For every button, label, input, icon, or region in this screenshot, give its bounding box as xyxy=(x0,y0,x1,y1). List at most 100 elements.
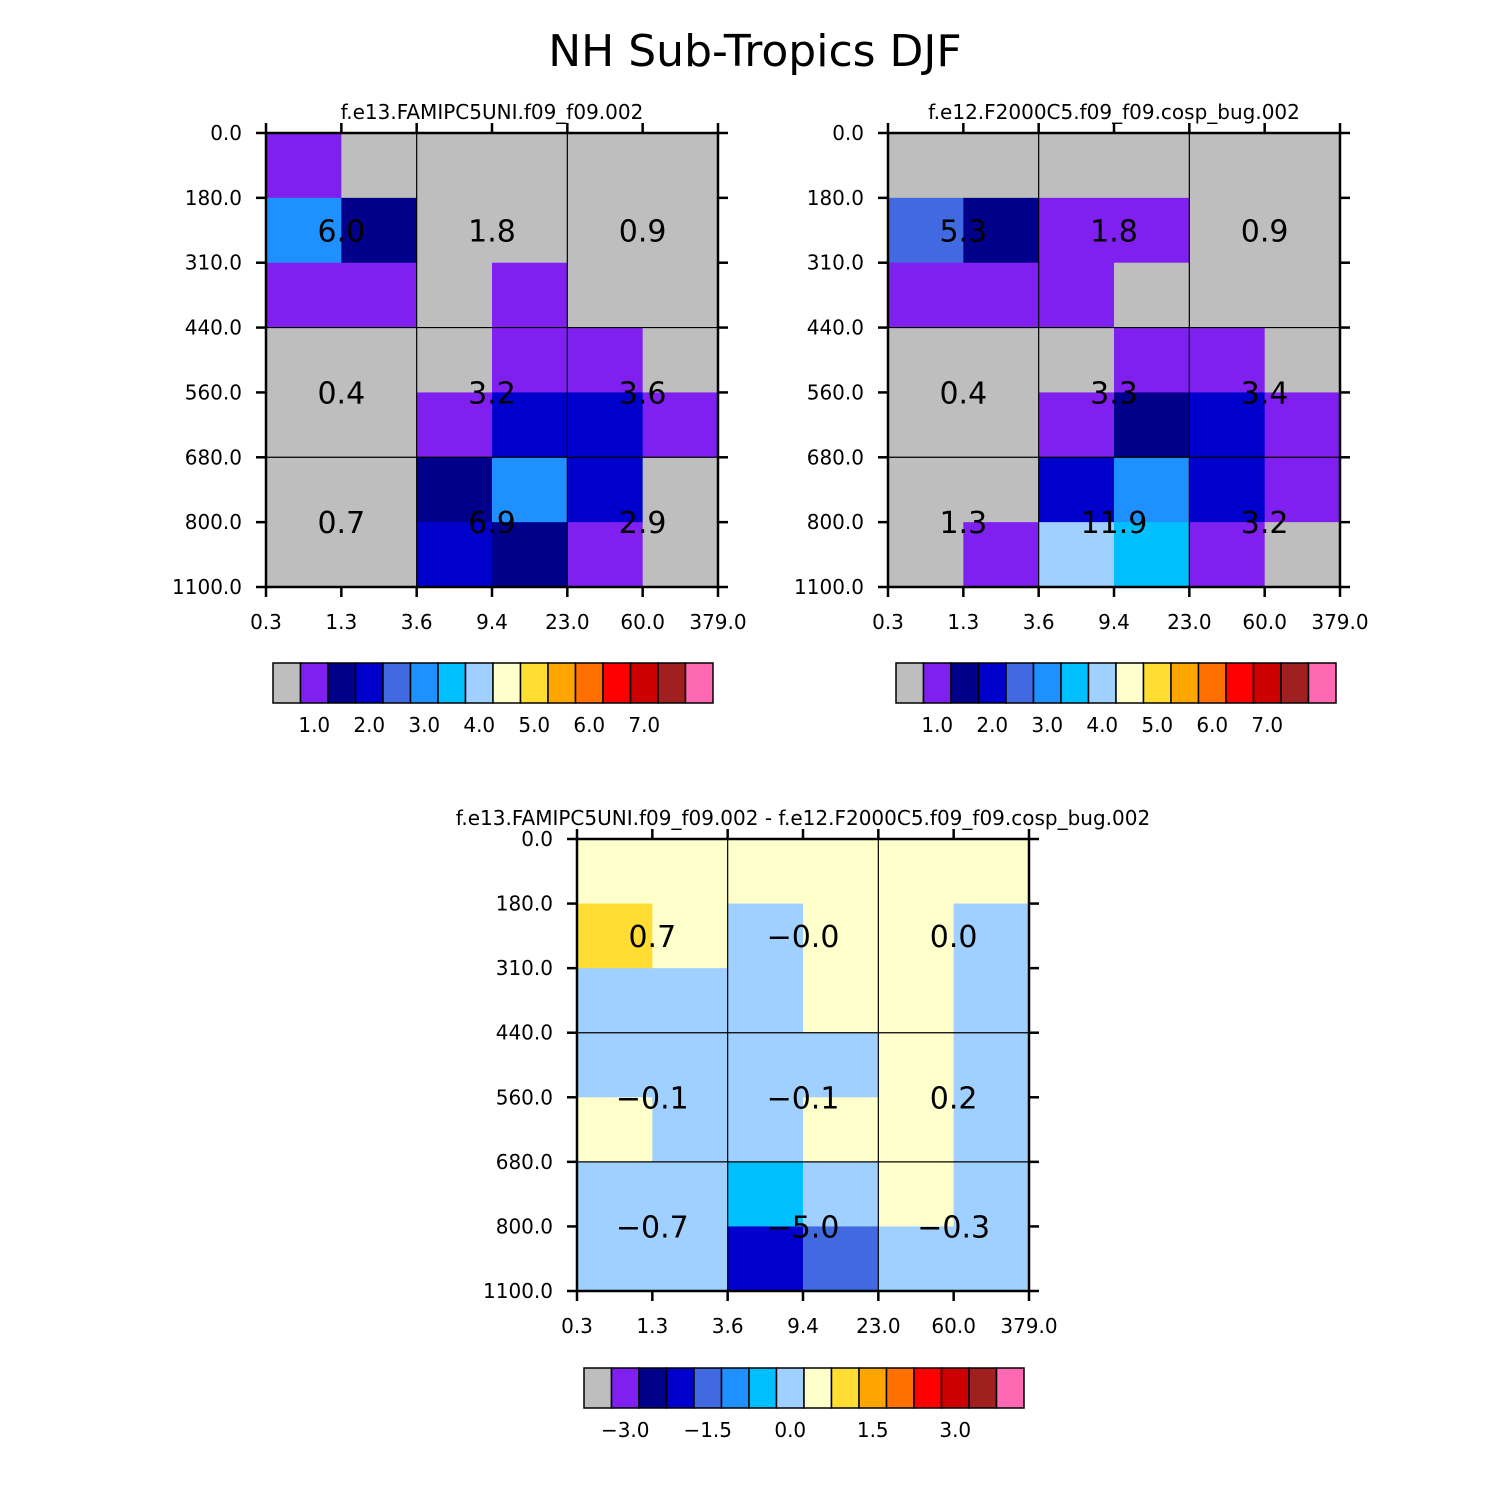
heatmap-cell xyxy=(1114,197,1190,264)
y-tick-label: 440.0 xyxy=(185,316,242,340)
heatmap-cell xyxy=(1189,392,1266,458)
y-tick-label: 800.0 xyxy=(496,1214,553,1238)
block-value-label: 0.9 xyxy=(619,214,667,249)
y-tick-label: 1100.0 xyxy=(483,1279,553,1303)
heatmap-cell xyxy=(888,327,964,394)
heatmap-cell xyxy=(953,903,1030,969)
heatmap-cell xyxy=(577,903,653,969)
heatmap-cell xyxy=(341,457,418,523)
block-value-label: 1.8 xyxy=(1090,214,1138,249)
heatmap-cell xyxy=(1038,522,1115,588)
heatmap-cell xyxy=(567,522,644,588)
axis-ticks xyxy=(567,829,1039,1301)
y-tick-label: 1100.0 xyxy=(172,575,242,599)
colorbar-box xyxy=(1170,662,1200,704)
heatmap-cell xyxy=(266,327,342,394)
colorbar-box xyxy=(583,1367,613,1409)
heatmap-cell xyxy=(1264,392,1341,458)
block-value-label: −0.7 xyxy=(616,1210,689,1245)
heatmap-cell xyxy=(567,133,644,199)
heatmap-cell xyxy=(1189,197,1266,264)
x-tick-label: 60.0 xyxy=(931,1314,976,1338)
colorbar-box xyxy=(775,1367,805,1409)
heatmap-cell xyxy=(888,133,964,199)
colorbar-box xyxy=(1060,662,1090,704)
heatmap-cells xyxy=(577,839,1030,1292)
block-value-label: 6.0 xyxy=(317,214,365,249)
heatmap-cell xyxy=(727,839,804,905)
heatmap-cell xyxy=(1264,457,1341,523)
y-tick-label: 560.0 xyxy=(496,1085,553,1109)
heatmap-cell xyxy=(652,1097,729,1163)
heatmap-cell xyxy=(953,1161,1030,1228)
x-tick-label: 9.4 xyxy=(1098,610,1130,634)
colorbar-box xyxy=(684,662,714,704)
heatmap-cell xyxy=(1114,522,1190,588)
colorbar-label: −1.5 xyxy=(683,1418,732,1442)
y-tick-label: 680.0 xyxy=(185,445,242,469)
heatmap-cell xyxy=(416,522,493,588)
colorbar-box xyxy=(720,1367,750,1409)
heatmap-cell xyxy=(577,968,653,1034)
heatmap-cell xyxy=(652,1226,729,1292)
heatmap-cell xyxy=(888,262,964,329)
block-value-label: −0.1 xyxy=(767,1081,840,1116)
heatmap-cell xyxy=(1038,262,1115,329)
heatmap-cell xyxy=(803,1161,879,1228)
heatmap-cell xyxy=(803,1097,879,1163)
heatmap-cell xyxy=(803,903,879,969)
colorbar-box xyxy=(327,662,357,704)
colorbar-box xyxy=(629,662,659,704)
heatmap-cell xyxy=(577,1097,653,1163)
heatmap-cell xyxy=(953,839,1030,905)
heatmap-cell xyxy=(577,1032,653,1098)
panel-title: f.e13.FAMIPC5UNI.f09_f09.002 - f.e12.F20… xyxy=(456,806,1150,830)
axis-ticks xyxy=(256,123,728,597)
colorbar-label: 6.0 xyxy=(1196,713,1228,737)
x-tick-label: 23.0 xyxy=(1167,610,1212,634)
colorbar-label: 2.0 xyxy=(353,713,385,737)
block-value-label: 1.3 xyxy=(939,506,987,541)
heatmap-cell xyxy=(803,1226,879,1292)
x-tick-label: 379.0 xyxy=(689,610,746,634)
colorbar-box xyxy=(354,662,384,704)
colorbar-box xyxy=(272,662,302,704)
heatmap-cell xyxy=(963,392,1040,458)
x-tick-label: 0.3 xyxy=(250,610,282,634)
panel-title: f.e12.F2000C5.f09_f09.cosp_bug.002 xyxy=(928,100,1300,124)
heatmap-cell xyxy=(341,522,418,588)
y-tick-label: 560.0 xyxy=(807,380,864,404)
colorbar-label: 4.0 xyxy=(1086,713,1118,737)
colorbar-box xyxy=(1005,662,1035,704)
heatmap-cell xyxy=(1038,327,1115,394)
colorbar-box xyxy=(1252,662,1282,704)
heatmap-cell xyxy=(953,1097,1030,1163)
colorbar-box xyxy=(950,662,980,704)
heatmap-cell xyxy=(878,1226,955,1292)
heatmap-cell xyxy=(642,197,719,264)
heatmap-cell xyxy=(1114,457,1190,523)
heatmap-cell xyxy=(492,197,568,264)
colorbar-box xyxy=(748,1367,778,1409)
heatmap-cell xyxy=(727,968,804,1034)
block-value-label: −5.0 xyxy=(767,1210,840,1245)
y-tick-label: 0.0 xyxy=(210,121,242,145)
heatmap-cell xyxy=(266,522,342,588)
block-value-label: 0.7 xyxy=(317,506,365,541)
heatmap-cell xyxy=(1264,327,1341,394)
colorbar-label: 1.0 xyxy=(921,713,953,737)
y-tick-label: 310.0 xyxy=(496,956,553,980)
x-tick-label: 3.6 xyxy=(1023,610,1055,634)
heatmap-cell xyxy=(577,1161,653,1228)
heatmap-panel-model-a: f.e13.FAMIPC5UNI.f09_f09.002 0.3 1.3 3.6 9.4… xyxy=(172,100,747,737)
heatmap-cell xyxy=(727,1032,804,1098)
heatmap-cells xyxy=(888,133,1341,588)
heatmap-cell xyxy=(888,522,964,588)
heatmap-cell xyxy=(1114,392,1190,458)
colorbar-box xyxy=(1225,662,1255,704)
heatmap-cell xyxy=(1038,197,1115,264)
colorbar-label: 7.0 xyxy=(1251,713,1283,737)
x-tick-label: 9.4 xyxy=(476,610,508,634)
block-value-label: 0.9 xyxy=(1241,214,1289,249)
